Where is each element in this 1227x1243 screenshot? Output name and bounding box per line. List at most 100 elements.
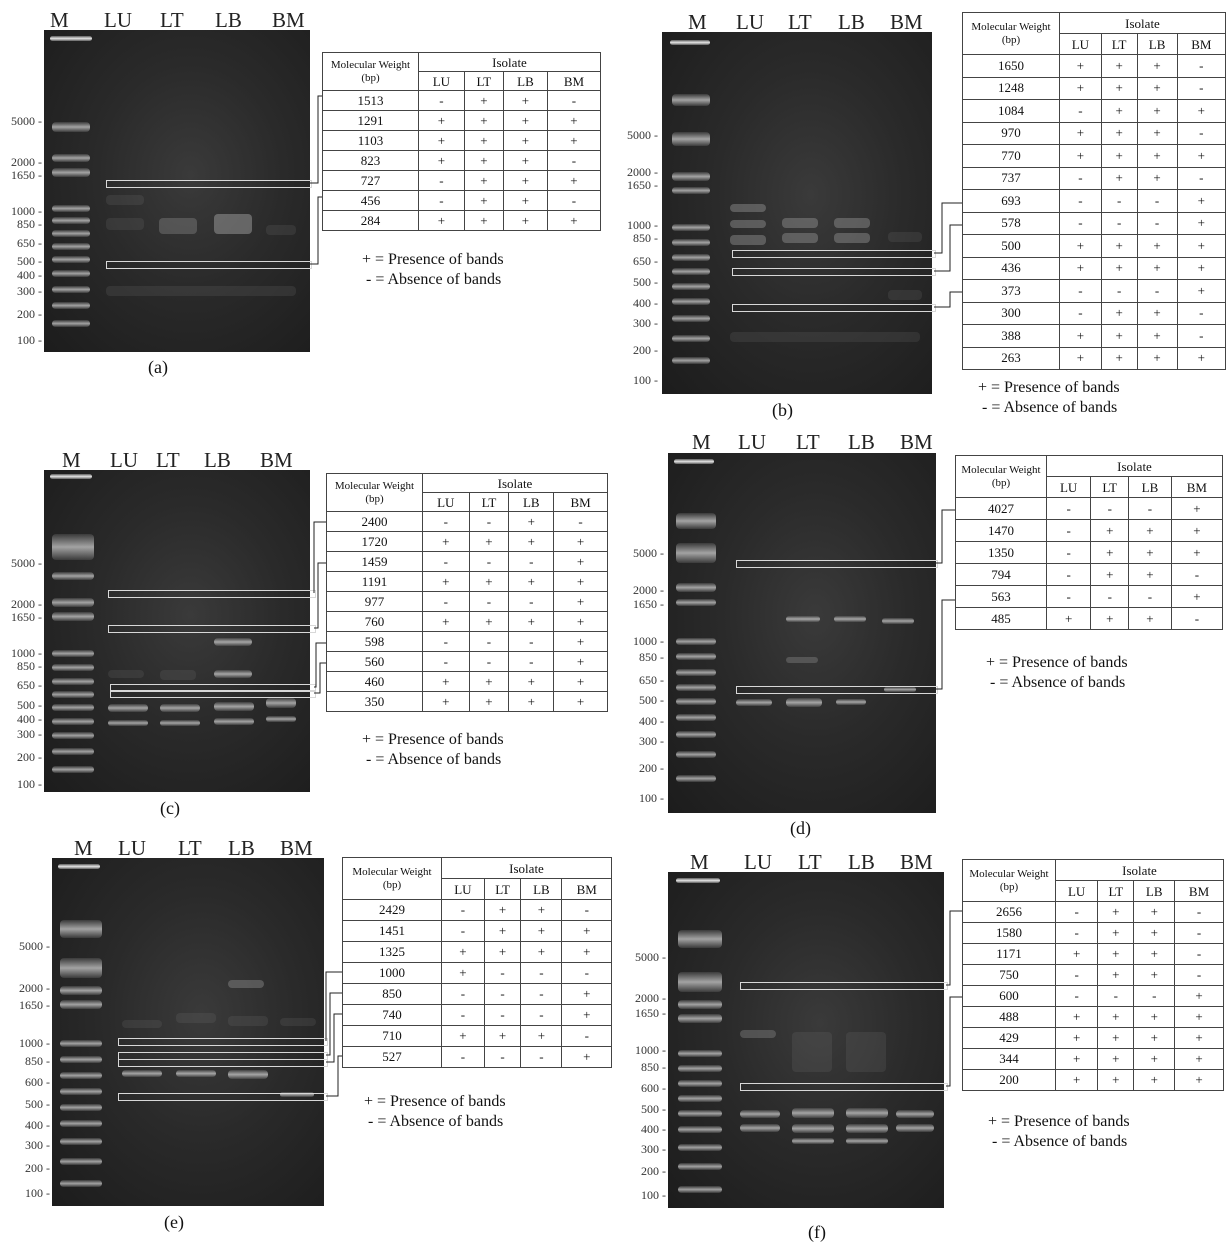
band-cell: + xyxy=(1136,346,1178,370)
band-cell: - xyxy=(1054,901,1099,923)
band-table-e: Molecular Weight (bp) Isolate LU LT LB BM… xyxy=(342,857,612,1068)
legend-e: + = Presence of bands - = Absence of ban… xyxy=(364,1093,506,1130)
band-cell: + xyxy=(546,110,602,131)
band-cell: + xyxy=(1136,144,1178,168)
isolate-header: Isolate xyxy=(418,52,601,72)
band-cell: - xyxy=(1059,211,1102,235)
table-row: 770 + + + + xyxy=(962,144,1227,168)
mw-cell: 737 xyxy=(962,166,1060,190)
table-row: 850- - - + xyxy=(342,983,612,1005)
lane-labels-c: M LU LT LB BM xyxy=(62,448,293,472)
band-cell: - xyxy=(1174,943,1224,965)
table-row: 350 + + + + xyxy=(326,691,608,712)
band-marker xyxy=(736,686,938,694)
table-row: 710 + + + - xyxy=(342,1025,612,1047)
legend-f: + = Presence of bands - = Absence of ban… xyxy=(988,1113,1130,1150)
table-row: 1171 + + + - xyxy=(962,943,1224,965)
band-cell: + xyxy=(553,691,608,712)
band-marker xyxy=(732,304,936,312)
table-row: 488 + + + + xyxy=(962,1006,1224,1028)
band-cell: - xyxy=(1059,189,1102,213)
table-row: 263 + + + + xyxy=(962,346,1227,370)
table-row: 1084- + + + xyxy=(962,99,1227,123)
lane-label: M xyxy=(50,8,69,32)
table-row: 1000 + - - - xyxy=(342,962,612,984)
table-row: 2656- + + - xyxy=(962,901,1224,923)
gel-image-a xyxy=(44,30,310,352)
band-cell: + xyxy=(1170,519,1224,542)
lane-labels-b: M LU LT LB BM xyxy=(688,10,923,34)
ladder-scale-f: 5000 - 2000 - 1650 - 1000 - 850 - 600 - … xyxy=(635,950,666,1202)
table-row: 344 + + + + xyxy=(962,1048,1224,1070)
band-cell: - xyxy=(1176,166,1227,190)
band-cell: + xyxy=(1090,541,1130,564)
table-row: 737- + + - xyxy=(962,166,1227,190)
mw-cell: 460 xyxy=(326,671,423,692)
mw-cell: 1000 xyxy=(342,962,442,984)
band-cell: + xyxy=(1100,346,1138,370)
table-row: 563- - - + xyxy=(955,585,1224,608)
ladder-label: 2000 - xyxy=(11,155,42,169)
band-cell: - xyxy=(441,1046,485,1068)
band-cell: + xyxy=(561,1046,612,1068)
mw-cell: 560 xyxy=(326,651,423,672)
band-cell: + xyxy=(1059,144,1102,168)
lane-labels-a: M LU LT LB BM xyxy=(0,8,320,34)
mw-cell: 1248 xyxy=(962,76,1060,100)
mw-cell: 578 xyxy=(962,211,1060,235)
ladder-label: 400 - xyxy=(17,268,42,282)
mw-cell: 488 xyxy=(962,1006,1056,1028)
table-row: 1350- + + + xyxy=(955,541,1224,564)
band-cell: + xyxy=(1059,346,1102,370)
ladder-label: 5000 - xyxy=(11,114,42,128)
table-row: 429 + + + + xyxy=(962,1027,1224,1049)
mw-cell: 350 xyxy=(326,691,423,712)
table-row: 740- - - + xyxy=(342,1004,612,1026)
table-row: 760 + + + + xyxy=(326,611,608,632)
table-row: 750- + + - xyxy=(962,964,1224,986)
ladder-scale-c: 5000 - 2000 - 1650 - 1000 - 850 - 650 - … xyxy=(11,556,42,791)
table-row: 970 + + + - xyxy=(962,121,1227,145)
table-row: 2400- - + - xyxy=(326,511,608,532)
table-row: 560- - - + xyxy=(326,651,608,672)
lane-label: LT xyxy=(160,8,184,32)
table-row: 1650 + + + - xyxy=(962,54,1227,78)
mw-cell: 1350 xyxy=(955,541,1047,564)
lane-label: LU xyxy=(104,8,132,32)
table-row: 1191 + + + + xyxy=(326,571,608,592)
legend-c: + = Presence of bands - = Absence of ban… xyxy=(362,731,504,768)
table-row: 578- - - + xyxy=(962,211,1227,235)
band-cell: + xyxy=(1176,189,1227,213)
mw-cell: 527 xyxy=(342,1046,442,1068)
band-cell: - xyxy=(1170,563,1224,586)
band-cell: + xyxy=(1128,607,1172,630)
band-cell: + xyxy=(1174,1069,1224,1091)
mw-cell: 970 xyxy=(962,121,1060,145)
gel-image-b xyxy=(662,32,932,394)
band-cell: + xyxy=(546,210,602,231)
table-row: 794- + + - xyxy=(955,563,1224,586)
band-cell: + xyxy=(1054,1069,1099,1091)
table-row: 436 + + + + xyxy=(962,256,1227,280)
band-marker xyxy=(110,690,316,698)
gel-image-d xyxy=(668,453,936,813)
band-marker xyxy=(118,1038,328,1046)
ladder-label: 300 - xyxy=(17,284,42,298)
band-cell: - xyxy=(1100,189,1138,213)
table-row: 373- - - + xyxy=(962,279,1227,303)
band-cell: - xyxy=(1059,166,1102,190)
band-marker xyxy=(740,1083,948,1091)
band-marker xyxy=(740,982,948,990)
band-cell: + xyxy=(1176,346,1227,370)
table-row: 693- - - + xyxy=(962,189,1227,213)
lane-label: BM xyxy=(272,8,305,32)
ladder-label: 100 - xyxy=(17,333,42,347)
table-row: 527- - - + xyxy=(342,1046,612,1068)
table-row: 1720 + + + + xyxy=(326,531,608,552)
table-row: 456- + + - xyxy=(322,190,602,211)
band-cell: - xyxy=(1090,497,1130,520)
band-table-c: Molecular Weight (bp) Isolate LU LT LB BM… xyxy=(326,473,608,712)
legend-a: + = Presence of bands - = Absence of ban… xyxy=(362,251,504,288)
ladder-label: 200 - xyxy=(17,307,42,321)
